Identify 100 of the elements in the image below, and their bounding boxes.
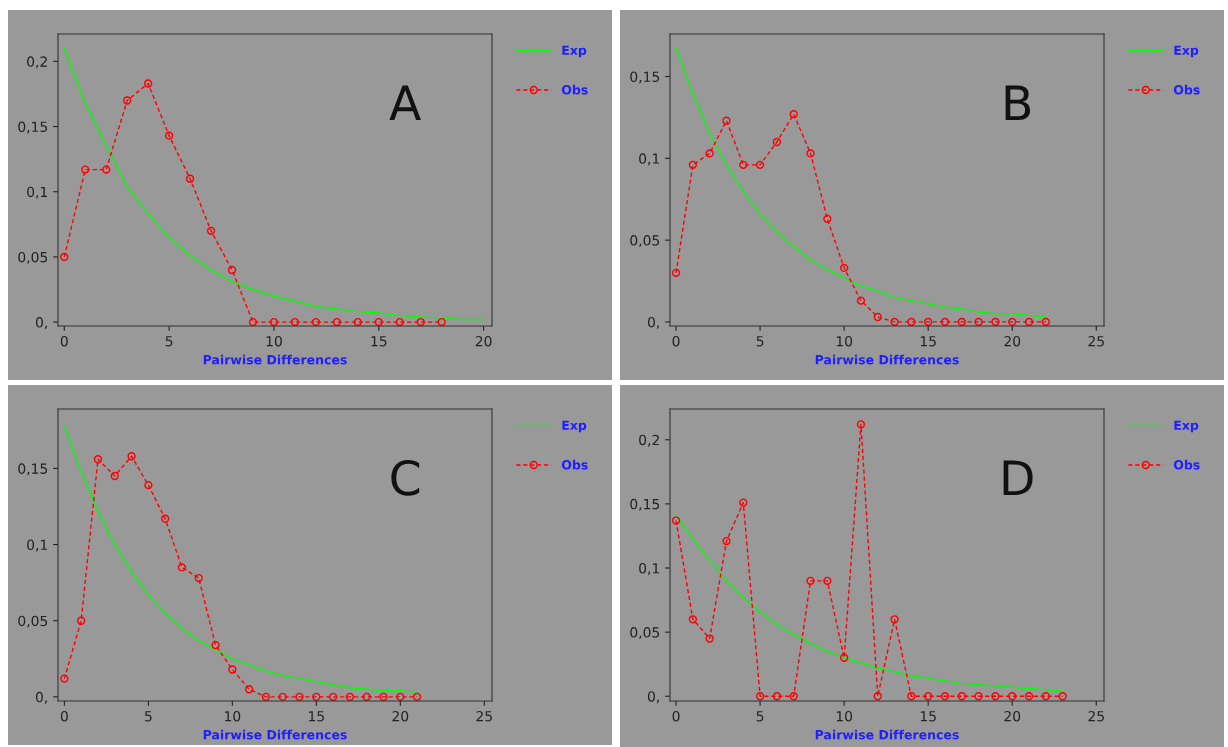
point [823, 214, 832, 224]
y-tick-label: 0, [647, 691, 659, 704]
point [688, 615, 698, 624]
point [772, 692, 782, 701]
point [739, 498, 748, 507]
y-tick-label: 0,1 [27, 186, 47, 199]
point [248, 317, 258, 326]
annotation: A [389, 85, 421, 121]
point [228, 665, 237, 674]
legend-label: Exp [562, 420, 587, 433]
point [227, 265, 237, 275]
legend-label: Exp [1174, 45, 1199, 58]
x-tick-label: 20 [1004, 335, 1021, 347]
x-tick-label: 15 [371, 336, 387, 347]
point [1008, 317, 1017, 326]
x-tick-label: 0 [672, 710, 680, 722]
x-tick-label: 0 [672, 335, 680, 347]
point [395, 317, 404, 326]
point [127, 452, 136, 461]
point [974, 317, 983, 326]
point [328, 692, 338, 701]
point [1024, 692, 1034, 701]
y-tick-label: 0,05 [630, 627, 660, 640]
point [1041, 317, 1051, 326]
point [873, 312, 882, 322]
legend-label: Exp [1174, 420, 1199, 433]
point [379, 692, 388, 701]
x-tick-label: 20 [475, 335, 492, 347]
point [991, 317, 1000, 326]
legend-label: Exp [562, 45, 587, 58]
point [789, 109, 798, 119]
y-tick-label: 0,05 [18, 251, 48, 264]
point [671, 516, 681, 525]
point [722, 116, 731, 125]
point [1041, 692, 1051, 701]
point [974, 692, 983, 701]
point [211, 640, 220, 650]
point [1024, 317, 1034, 326]
x-axis-title: Pairwise Differences [815, 354, 959, 365]
point [396, 692, 405, 701]
point [940, 317, 950, 326]
point [177, 563, 187, 572]
x-tick-label: 5 [756, 336, 764, 347]
point [940, 692, 950, 701]
point [991, 692, 1000, 701]
legend-label: Obs [561, 84, 588, 95]
x-tick-label: 15 [920, 711, 936, 722]
point [374, 317, 383, 326]
y-tick-label: 0,15 [630, 71, 660, 84]
point [312, 692, 321, 701]
point [873, 692, 882, 701]
y-tick-label: 0,15 [630, 498, 660, 511]
point [839, 263, 849, 273]
legend-label: Obs [1173, 459, 1200, 470]
y-tick-label: 0,2 [27, 56, 47, 69]
x-tick-label: 10 [266, 335, 282, 347]
x-axis-title: Pairwise Differences [203, 354, 347, 365]
point [295, 692, 304, 701]
point [261, 692, 271, 701]
point [60, 252, 69, 262]
point [206, 226, 216, 236]
point [755, 160, 765, 170]
point [123, 96, 132, 105]
x-tick-label: 15 [309, 711, 324, 722]
point [60, 674, 69, 683]
point [353, 317, 362, 326]
point [705, 634, 714, 643]
point [81, 165, 90, 174]
x-tick-label: 5 [756, 711, 764, 722]
point [185, 174, 195, 183]
x-tick-label: 15 [920, 336, 936, 347]
point [345, 692, 355, 701]
point [839, 653, 849, 662]
point [290, 317, 300, 326]
point [437, 317, 446, 326]
y-tick-label: 0,15 [18, 463, 48, 476]
y-tick-label: 0,2 [639, 434, 659, 447]
point [102, 165, 111, 174]
point [957, 692, 966, 701]
point [722, 536, 731, 546]
point [164, 131, 174, 140]
point [412, 692, 422, 701]
point [772, 137, 782, 147]
x-axis-title: Pairwise Differences [815, 729, 959, 740]
point [806, 576, 815, 586]
y-tick-label: 0, [35, 317, 47, 329]
point [739, 160, 748, 170]
point [160, 514, 170, 523]
point [890, 615, 899, 624]
point [269, 317, 279, 326]
legend-label: Obs [561, 459, 588, 470]
point [194, 573, 203, 583]
point [924, 692, 933, 701]
x-tick-label: 0 [60, 710, 68, 722]
point [77, 616, 86, 625]
point [311, 317, 321, 326]
y-tick-label: 0, [35, 691, 47, 704]
point [856, 420, 866, 429]
y-tick-label: 0,1 [639, 153, 659, 166]
point [93, 455, 103, 464]
